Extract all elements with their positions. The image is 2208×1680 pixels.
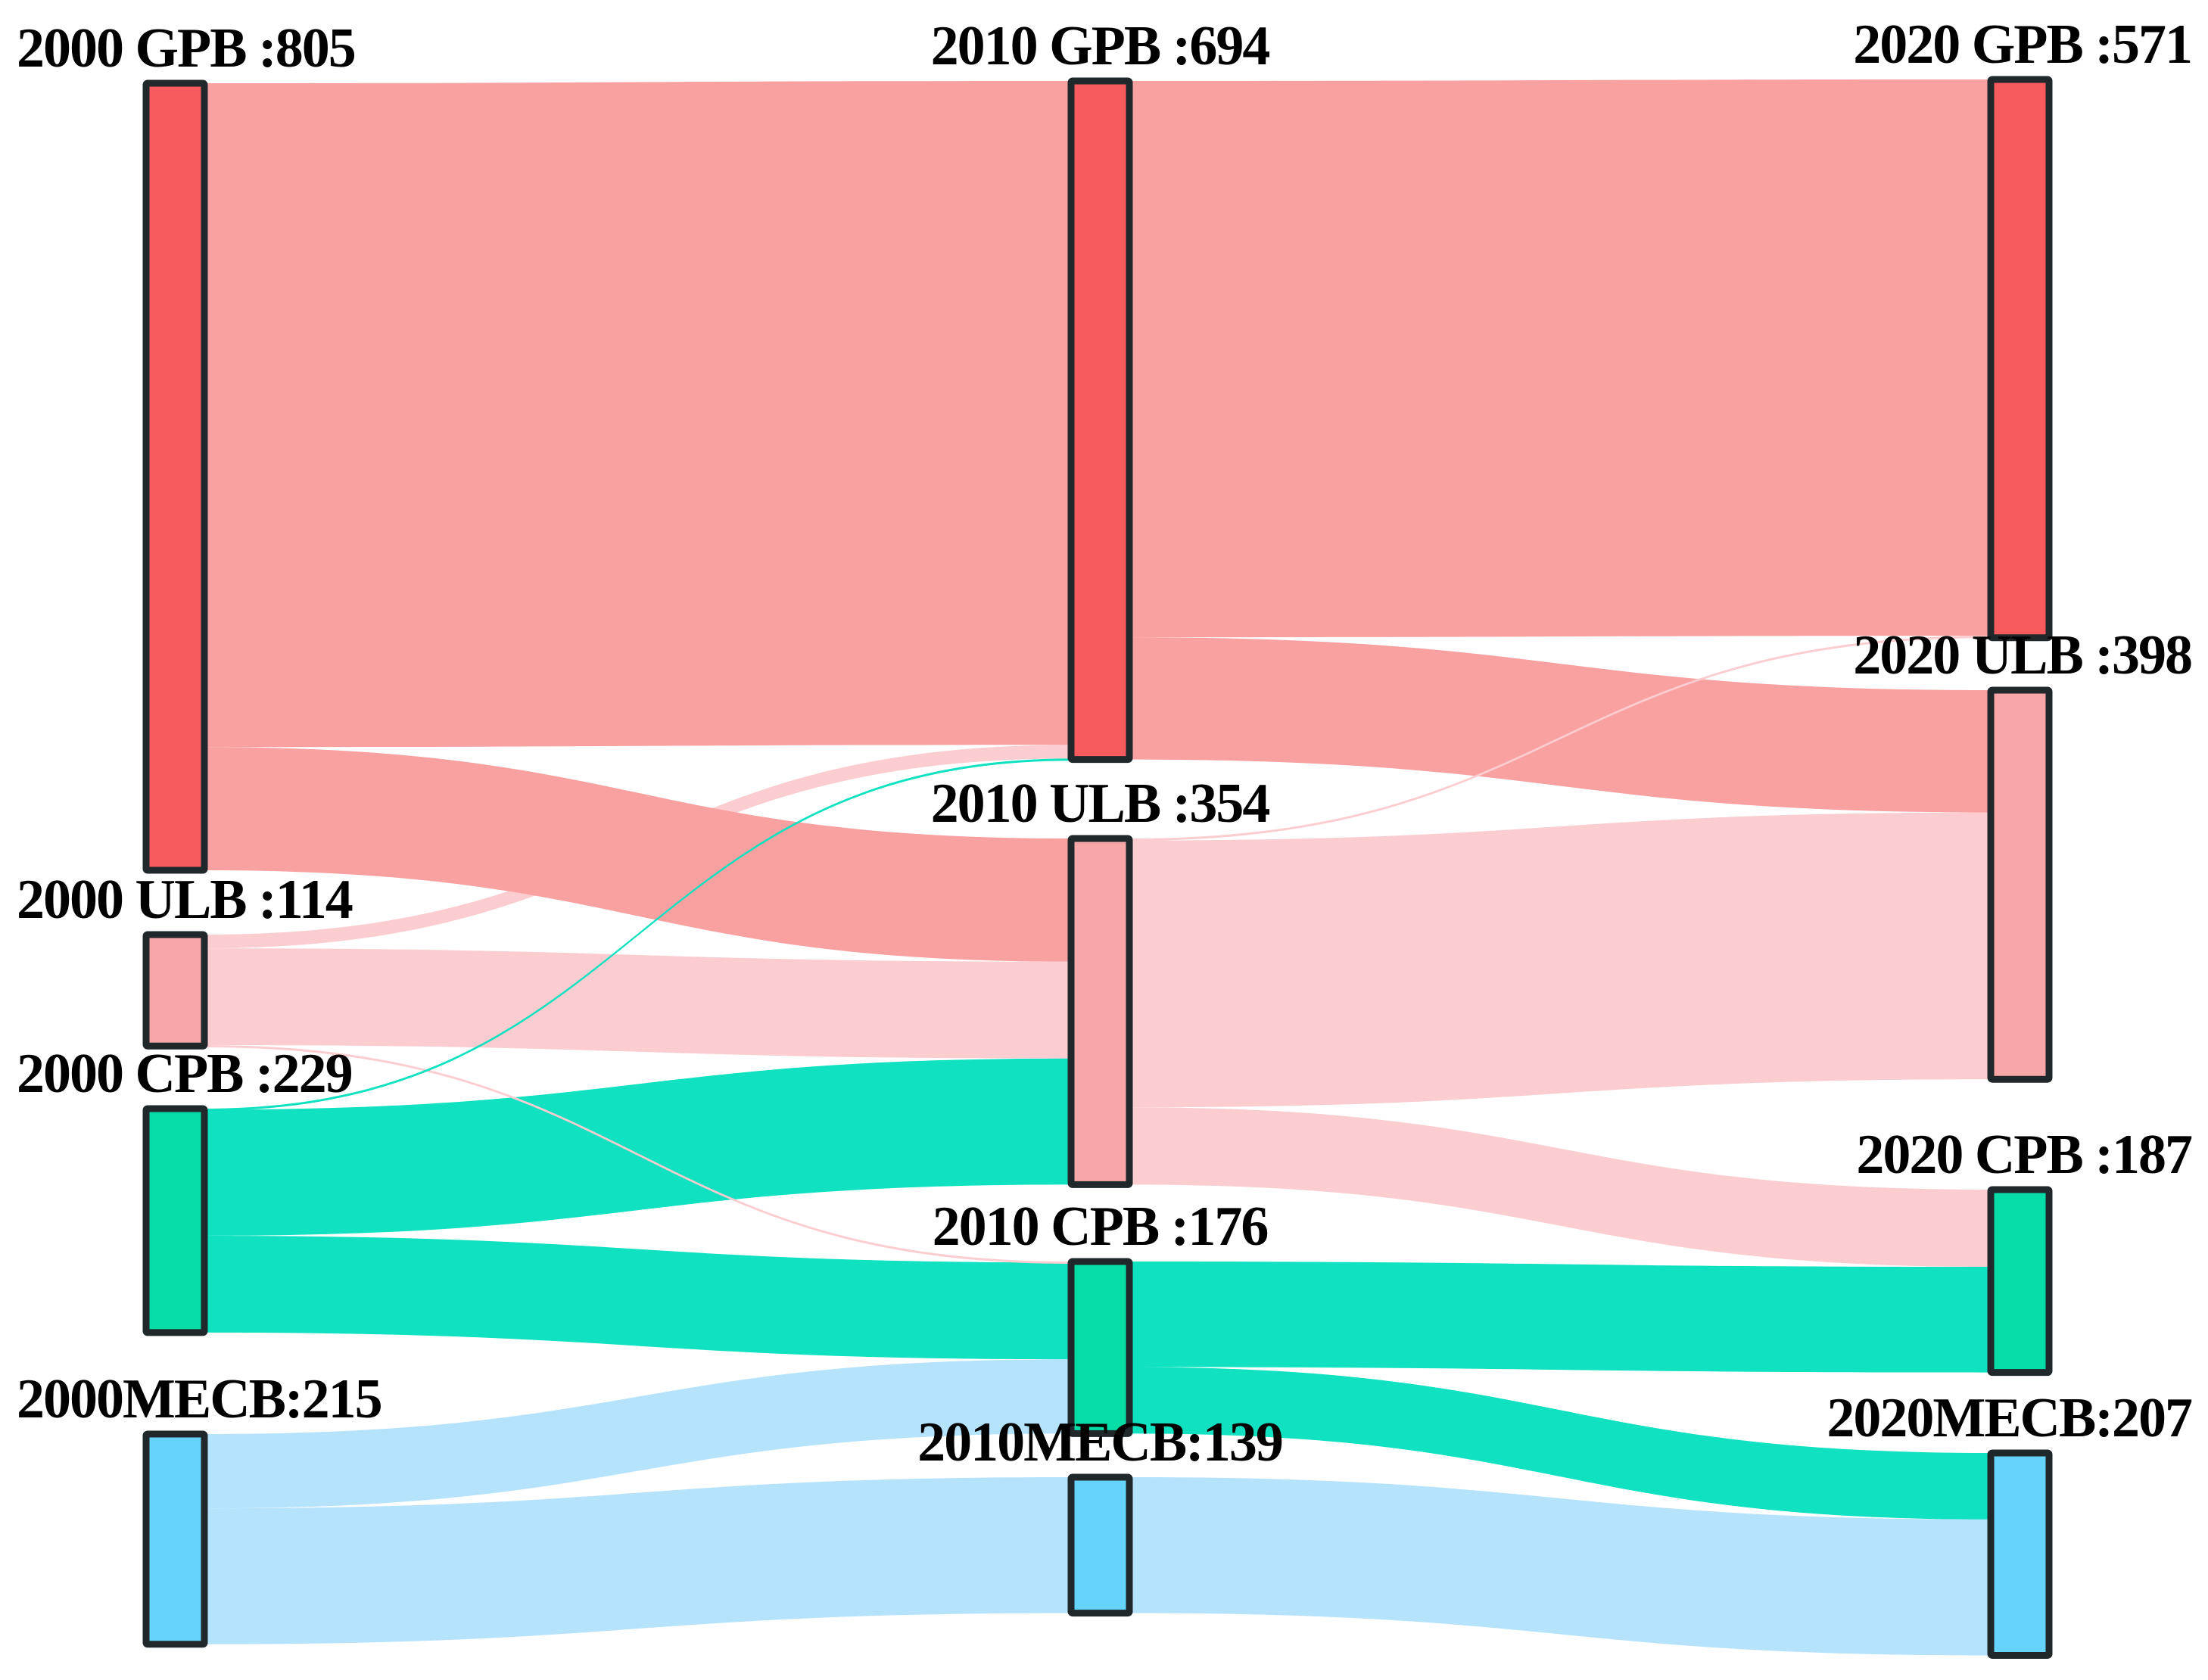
sankey-node-2010-MECB — [1067, 1473, 1133, 1617]
flow-2000-ULB-to-2010-ULB — [204, 948, 1071, 1059]
flow-2000-CPB-to-2010-CPB — [204, 1235, 1071, 1360]
flow-layer — [204, 79, 1991, 1656]
flow-2000-CPB-to-2010-ULB — [204, 1058, 1071, 1236]
sankey-node-2010-GPB — [1067, 77, 1133, 764]
flow-2010-GPB-to-2020-GPB — [1129, 79, 1991, 638]
node-label-2020-ULB: 2020 ULB :398 — [1853, 624, 2191, 686]
sankey-node-2020-GPB — [1987, 76, 2053, 642]
flow-2010-ULB-to-2020-GPB — [1129, 636, 1991, 841]
sankey-node-2010-ULB — [1067, 835, 1133, 1188]
flow-2010-CPB-to-2020-MECB — [1129, 1367, 1991, 1520]
sankey-node-2020-MECB — [1987, 1449, 2053, 1659]
flow-2010-ULB-to-2020-ULB — [1129, 812, 1991, 1108]
flow-2000-GPB-to-2010-ULB — [204, 747, 1071, 962]
flow-2000-GPB-to-2010-GPB — [204, 81, 1071, 748]
sankey-node-2010-CPB — [1067, 1258, 1133, 1437]
node-label-2000-ULB: 2000 ULB :114 — [17, 869, 353, 931]
flow-2000-MECB-to-2010-CPB — [204, 1359, 1071, 1509]
node-label-2020-MECB: 2020MECB:207 — [1827, 1387, 2192, 1449]
sankey-node-2000-ULB — [142, 931, 208, 1050]
sankey-node-2000-CPB — [142, 1105, 208, 1336]
sankey-node-2000-GPB — [142, 79, 208, 874]
flow-2010-GPB-to-2020-ULB — [1129, 637, 1991, 813]
flow-2000-MECB-to-2010-MECB — [204, 1477, 1071, 1644]
flow-2010-CPB-to-2020-CPB — [1129, 1262, 1991, 1373]
flow-2010-ULB-to-2020-CPB — [1129, 1107, 1991, 1268]
node-label-2010-CPB: 2010 CPB :176 — [933, 1196, 1268, 1258]
node-label-2020-CPB: 2020 CPB :187 — [1856, 1124, 2192, 1186]
flow-2010-MECB-to-2020-MECB — [1129, 1477, 1991, 1656]
label-layer: 2000 GPB :805 2000 ULB :114 2000 CPB :229 2… — [17, 14, 2194, 1473]
flow-2000-ULB-to-2010-CPB — [204, 1044, 1071, 1264]
node-label-2000-MECB: 2000MECB:215 — [17, 1368, 381, 1430]
sankey-node-2020-ULB — [1987, 686, 2053, 1083]
node-label-2020-GPB: 2020 GPB :571 — [1853, 14, 2191, 76]
node-label-2010-ULB: 2010 ULB :354 — [931, 773, 1270, 835]
node-label-2000-GPB: 2000 GPB :805 — [17, 17, 355, 79]
sankey-node-2000-MECB — [142, 1430, 208, 1648]
node-label-2010-MECB: 2010MECB:139 — [917, 1411, 1282, 1473]
flow-2000-CPB-to-2010-GPB — [204, 758, 1071, 1111]
node-label-2000-CPB: 2000 CPB :229 — [17, 1043, 352, 1105]
node-label-2010-GPB: 2010 GPB :694 — [931, 15, 1270, 77]
sankey-node-2020-CPB — [1987, 1186, 2053, 1377]
node-layer — [142, 76, 2053, 1659]
